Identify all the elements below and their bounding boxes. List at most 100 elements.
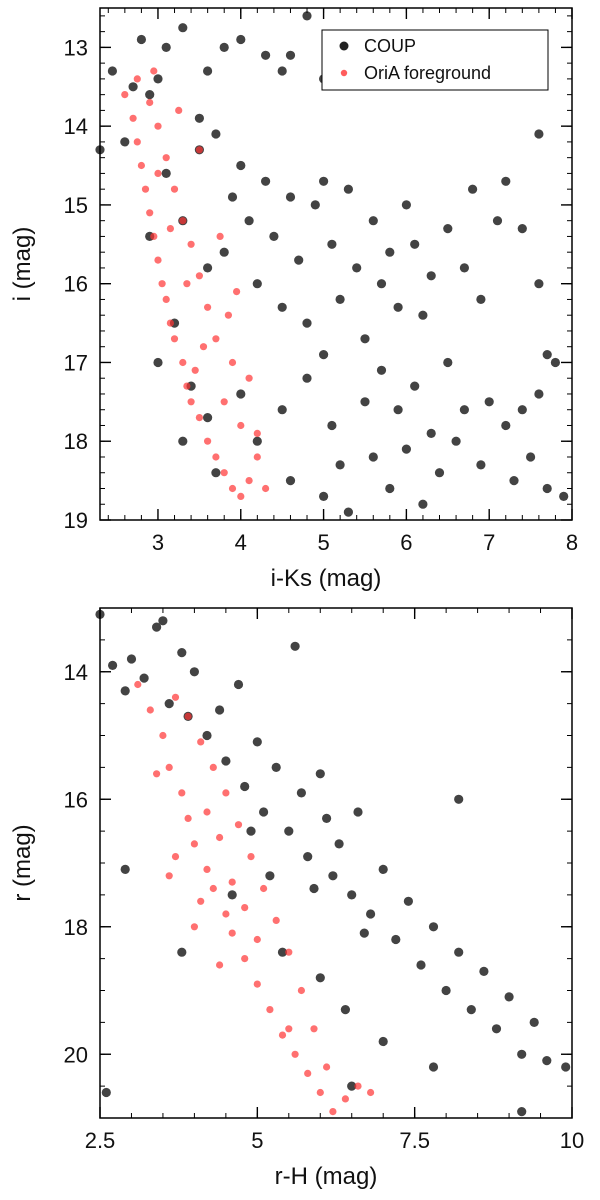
coup-point bbox=[492, 216, 503, 226]
coup-point bbox=[491, 1024, 502, 1034]
bottom-panel: 2.5 5 7.5 10 14 16 18 20 r-H (mag) r (mag) bbox=[9, 607, 584, 1190]
foreground-point bbox=[329, 1108, 337, 1116]
foreground-point bbox=[323, 1063, 331, 1071]
coup-point bbox=[101, 1087, 111, 1098]
foreground-point bbox=[297, 986, 305, 995]
coup-point bbox=[434, 468, 445, 478]
coup-point bbox=[443, 224, 453, 234]
foreground-point bbox=[165, 763, 173, 772]
coup-point bbox=[454, 947, 464, 957]
coup-point bbox=[126, 654, 137, 664]
coup-point bbox=[252, 279, 262, 289]
foreground-point bbox=[241, 904, 249, 912]
coup-point bbox=[343, 184, 353, 194]
foreground-point bbox=[133, 75, 141, 83]
foreground-point bbox=[195, 272, 203, 280]
foreground-point bbox=[178, 789, 186, 797]
coup-point bbox=[542, 350, 552, 360]
coup-point bbox=[277, 66, 287, 76]
foreground-point bbox=[165, 872, 173, 880]
foreground-point bbox=[224, 311, 232, 319]
x-tick-label: 2.5 bbox=[85, 1128, 116, 1153]
legend-label: OriA foreground bbox=[364, 63, 491, 83]
coup-point bbox=[120, 864, 130, 875]
coup-point bbox=[240, 781, 250, 792]
coup-point bbox=[393, 302, 403, 312]
foreground-point bbox=[241, 955, 249, 963]
coup-point bbox=[401, 200, 411, 210]
foreground-point bbox=[233, 288, 241, 296]
y-tick-label: 18 bbox=[64, 915, 88, 940]
foreground-point bbox=[195, 414, 203, 422]
coup-point bbox=[153, 357, 163, 368]
coup-point bbox=[303, 852, 313, 862]
coup-point bbox=[534, 389, 544, 399]
coup-point bbox=[294, 255, 304, 265]
foreground-point bbox=[222, 910, 230, 918]
coup-point bbox=[120, 686, 130, 696]
x-tick-label: 7 bbox=[483, 530, 495, 555]
foreground-point bbox=[187, 240, 195, 248]
foreground-point bbox=[220, 469, 228, 477]
coup-point bbox=[484, 397, 494, 407]
foreground-point bbox=[150, 67, 158, 75]
coup-point bbox=[466, 1005, 476, 1015]
foreground-point bbox=[190, 840, 198, 848]
coup-point bbox=[509, 476, 519, 486]
foreground-point bbox=[272, 916, 280, 925]
coup-point bbox=[334, 839, 344, 849]
coup-point bbox=[161, 168, 171, 178]
coup-point bbox=[203, 263, 213, 273]
y-axis-label: i (mag) bbox=[9, 227, 36, 302]
legend-coup-marker bbox=[339, 41, 349, 51]
coup-point bbox=[215, 705, 225, 715]
coup-point bbox=[378, 1036, 388, 1047]
foreground-point bbox=[266, 1006, 274, 1014]
foreground-point bbox=[134, 680, 142, 689]
coup-point bbox=[261, 176, 271, 186]
coup-point bbox=[277, 405, 287, 415]
coup-point bbox=[136, 34, 146, 45]
foreground-point bbox=[191, 366, 199, 374]
coup-point bbox=[335, 460, 345, 470]
coup-point bbox=[177, 648, 187, 658]
coup-point bbox=[501, 420, 511, 431]
coup-point bbox=[561, 1062, 571, 1072]
coup-point bbox=[550, 357, 561, 368]
coup-point bbox=[335, 294, 345, 304]
foreground-point bbox=[216, 232, 224, 240]
coup-point bbox=[347, 890, 357, 900]
coup-point bbox=[401, 444, 411, 454]
coup-point bbox=[246, 826, 256, 836]
foreground-point bbox=[228, 358, 237, 367]
coup-point bbox=[236, 34, 246, 45]
foreground-point bbox=[212, 453, 220, 461]
coup-point bbox=[468, 184, 478, 194]
foreground-point bbox=[197, 738, 205, 746]
coup-point bbox=[393, 405, 403, 415]
y-tick-label: 16 bbox=[64, 272, 88, 297]
y-tick-label: 20 bbox=[64, 1042, 88, 1067]
top-plot-area bbox=[100, 8, 572, 520]
coup-point bbox=[459, 263, 469, 273]
coup-point bbox=[211, 468, 221, 478]
foreground-point bbox=[183, 280, 191, 288]
foreground-point bbox=[222, 789, 230, 797]
coup-point bbox=[542, 1056, 552, 1066]
coup-point bbox=[454, 794, 464, 804]
coup-point bbox=[221, 756, 231, 766]
legend-label: COUP bbox=[364, 36, 416, 56]
coup-point bbox=[302, 318, 312, 328]
x-tick-label: 7.5 bbox=[399, 1128, 430, 1153]
bottom-plot-area bbox=[100, 608, 572, 1118]
y-tick-label: 14 bbox=[64, 114, 88, 139]
coup-point bbox=[428, 922, 439, 932]
y-tick-label: 16 bbox=[64, 787, 88, 812]
foreground-point bbox=[253, 453, 261, 461]
foreground-point bbox=[260, 884, 268, 893]
coup-point bbox=[328, 871, 338, 881]
coup-point bbox=[352, 263, 362, 273]
foreground-point bbox=[341, 1095, 349, 1103]
coup-point bbox=[252, 436, 262, 446]
